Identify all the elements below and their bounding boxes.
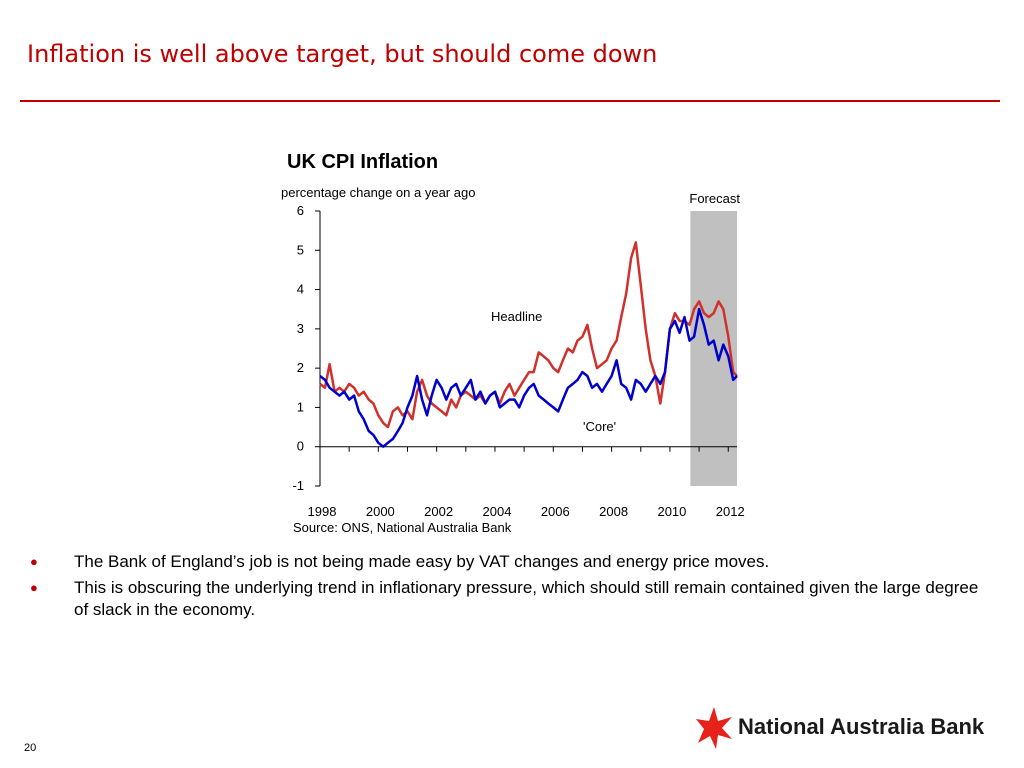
x-tick-label: 2010 (657, 504, 686, 519)
bullet-text: This is obscuring the underlying trend i… (74, 578, 979, 619)
slide-title: Inflation is well above target, but shou… (27, 40, 658, 68)
y-tick-label: 4 (297, 282, 304, 297)
core-series-label: 'Core' (583, 419, 616, 434)
y-tick-label: 3 (297, 321, 304, 336)
x-tick-label: 2000 (366, 504, 395, 519)
chart-source: Source: ONS, National Australia Bank (293, 520, 512, 535)
headline-series-line (319, 241, 738, 429)
core-series-line (319, 307, 738, 448)
logo-text: National Australia Bank (738, 714, 985, 739)
chart-title: UK CPI Inflation (287, 151, 438, 173)
y-tick-label: 5 (297, 242, 304, 257)
y-tick-label: -1 (292, 478, 304, 493)
y-axis-label: percentage change on a year ago (281, 185, 475, 200)
bullet-text: The Bank of England’s job is not being m… (74, 552, 770, 571)
bullet-icon: ● (30, 554, 38, 569)
y-tick-label: 0 (297, 439, 304, 454)
x-tick-label: 2004 (483, 504, 512, 519)
y-tick-label: 6 (297, 203, 304, 218)
nab-logo: National Australia Bank (694, 705, 1004, 751)
bullet-list: ● The Bank of England’s job is not being… (30, 551, 990, 625)
x-tick-label: 1998 (308, 504, 337, 519)
bullet-item: ● The Bank of England’s job is not being… (30, 551, 990, 573)
headline-series-label: Headline (491, 309, 542, 324)
inflation-chart: UK CPI Inflation percentage change on a … (281, 151, 745, 535)
page-number: 20 (24, 742, 37, 754)
x-tick-label: 2012 (716, 504, 745, 519)
forecast-label: Forecast (689, 191, 740, 206)
x-tick-label: 2002 (424, 504, 453, 519)
y-tick-label: 2 (297, 360, 304, 375)
x-tick-label: 2008 (599, 504, 628, 519)
title-divider (20, 100, 1000, 102)
y-tick-label: 1 (297, 399, 304, 414)
bullet-item: ● This is obscuring the underlying trend… (30, 577, 990, 621)
star-icon (696, 707, 732, 749)
x-tick-label: 2006 (541, 504, 570, 519)
bullet-icon: ● (30, 580, 38, 595)
